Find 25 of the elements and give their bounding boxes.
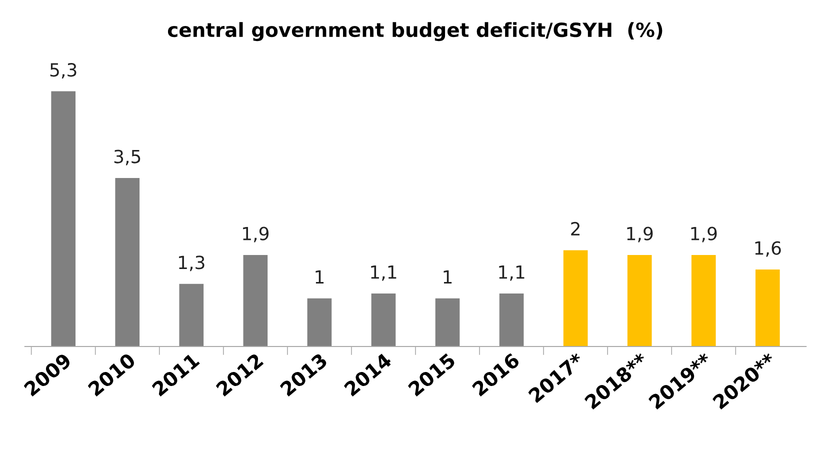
data-label: 1 (316, 270, 324, 284)
bar (563, 250, 588, 346)
data-label: 2 (571, 222, 580, 236)
bar (115, 178, 140, 346)
bar (499, 294, 524, 346)
bar (371, 294, 396, 346)
bar (179, 284, 204, 346)
bar (627, 255, 652, 346)
data-label: 1,9 (691, 226, 717, 242)
data-label: 3,5 (114, 150, 140, 166)
bar (307, 298, 332, 346)
bar (755, 269, 780, 346)
data-label: 1,9 (627, 226, 653, 242)
bar (243, 255, 268, 346)
bar (435, 298, 460, 346)
data-label: 1,9 (243, 226, 269, 242)
data-label: 1 (444, 270, 452, 284)
bar (691, 255, 716, 346)
data-label: 1,1 (371, 266, 396, 281)
bar (51, 91, 76, 346)
data-label: 1,3 (179, 256, 204, 272)
chart-title: central government budget deficit/GSYH (%) (168, 22, 662, 42)
data-label: 1,1 (499, 266, 524, 281)
data-label: 1,6 (755, 241, 781, 257)
data-label: 5,3 (50, 63, 76, 79)
